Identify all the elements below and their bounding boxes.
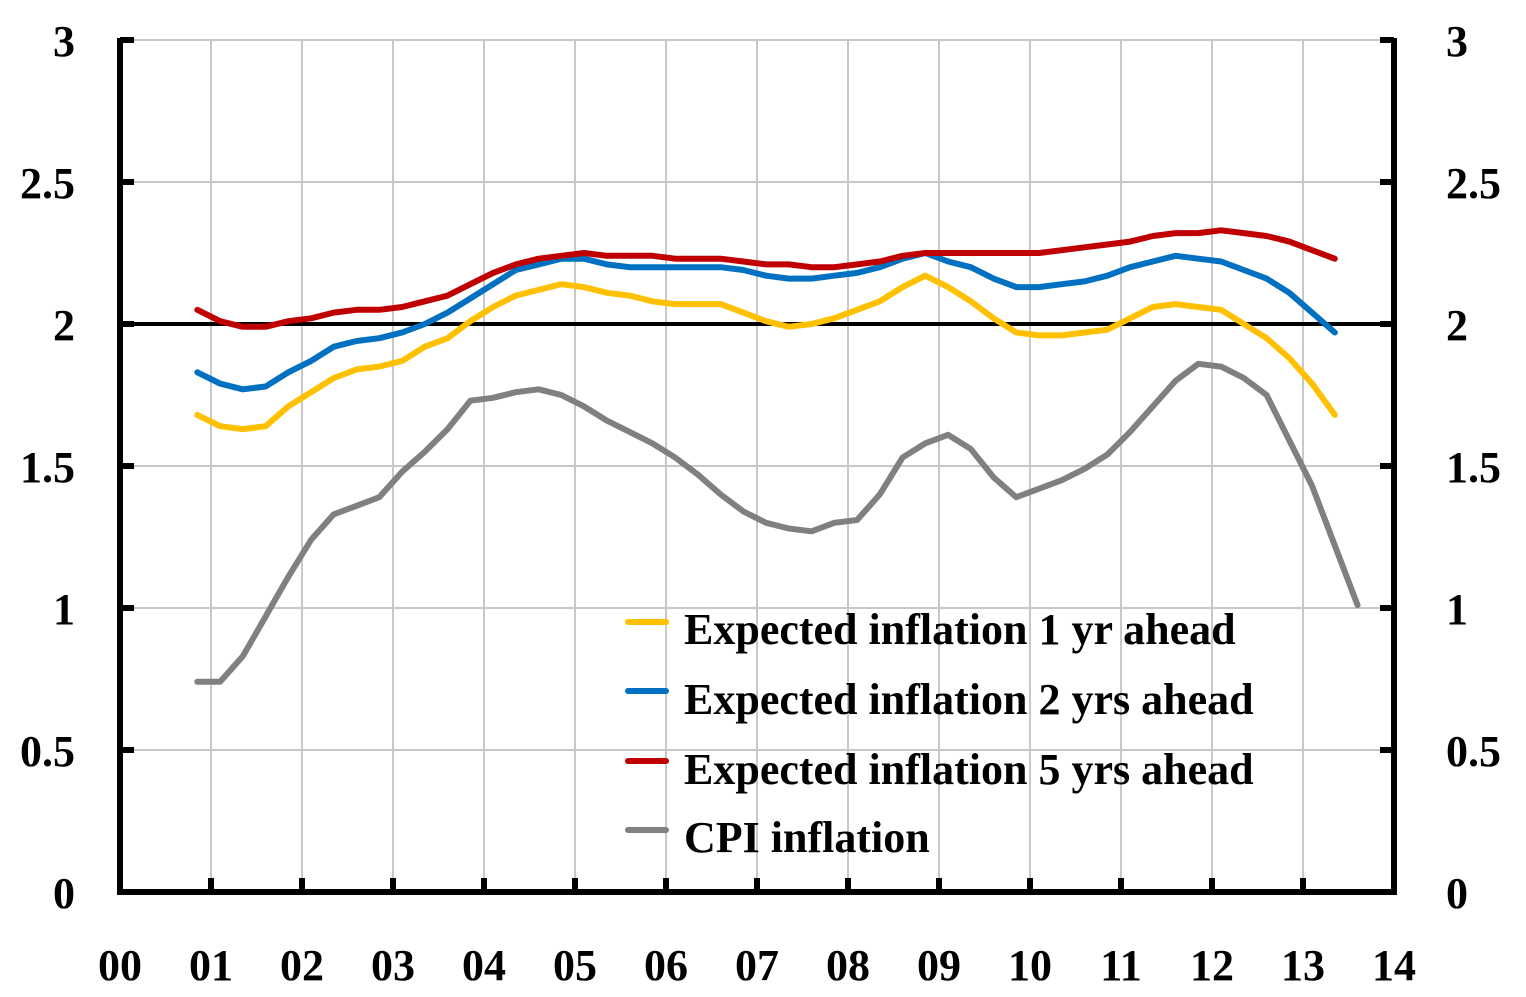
y-tick-label-right: 0.5 (1446, 727, 1501, 776)
y-tick-label-left: 0 (53, 869, 75, 918)
x-tick-label: 12 (1190, 941, 1234, 990)
x-tick-label: 09 (917, 941, 961, 990)
legend-item: Expected inflation 5 yrs ahead (625, 745, 1254, 794)
y-tick-label-right: 1.5 (1446, 443, 1501, 492)
x-tick-label: 07 (735, 941, 779, 990)
x-tick-label: 05 (553, 941, 597, 990)
x-tick-label: 13 (1281, 941, 1325, 990)
y-tick-label-left: 2 (53, 301, 75, 350)
x-tick-label: 06 (644, 941, 688, 990)
legend-label-5yr: Expected inflation 5 yrs ahead (684, 745, 1254, 794)
y-tick-label-right: 1 (1446, 585, 1468, 634)
x-tick-label: 03 (371, 941, 415, 990)
y-tick-label-left: 0.5 (20, 727, 75, 776)
x-tick-label: 08 (826, 941, 870, 990)
x-tick-label: 01 (189, 941, 233, 990)
legend-item: CPI inflation (625, 813, 930, 862)
x-tick-label: 11 (1100, 941, 1142, 990)
legend-label-cpi: CPI inflation (684, 813, 930, 862)
x-tick-label: 04 (462, 941, 506, 990)
legend-item: Expected inflation 2 yrs ahead (625, 675, 1254, 724)
y-tick-label-right: 3 (1446, 17, 1468, 66)
x-tick-label: 10 (1008, 941, 1052, 990)
series-line-expected-inflation-1-yr-ahead (194, 272, 1338, 433)
series-line-expected-inflation-5-yrs-ahead (194, 227, 1338, 330)
legend-label-2yr: Expected inflation 2 yrs ahead (684, 675, 1254, 724)
y-tick-label-left: 3 (53, 17, 75, 66)
legend: Expected inflation 1 yr ahead Expected i… (625, 605, 1254, 862)
legend-label-1yr: Expected inflation 1 yr ahead (684, 605, 1236, 654)
legend-item: Expected inflation 1 yr ahead (625, 605, 1236, 654)
y-axis-left-ticks: 0 0.5 1 1.5 2 2.5 3 (20, 17, 134, 918)
series-line-cpi-inflation (194, 360, 1361, 685)
y-axis-right-ticks: 0 0.5 1 1.5 2 2.5 3 (1380, 17, 1501, 918)
x-tick-label: 14 (1372, 941, 1416, 990)
y-tick-label-right: 0 (1446, 869, 1468, 918)
x-axis-ticks: 00 01 02 03 04 05 06 07 08 09 10 11 12 13 14 (98, 878, 1416, 990)
x-tick-label: 00 (98, 941, 142, 990)
y-tick-label-left: 1 (53, 585, 75, 634)
y-tick-label-right: 2 (1446, 301, 1468, 350)
y-tick-label-left: 2.5 (20, 159, 75, 208)
series-line-expected-inflation-2-yrs-ahead (194, 250, 1338, 393)
x-tick-label: 02 (280, 941, 324, 990)
series-lines (194, 227, 1361, 685)
y-tick-label-right: 2.5 (1446, 159, 1501, 208)
y-tick-label-left: 1.5 (20, 443, 75, 492)
